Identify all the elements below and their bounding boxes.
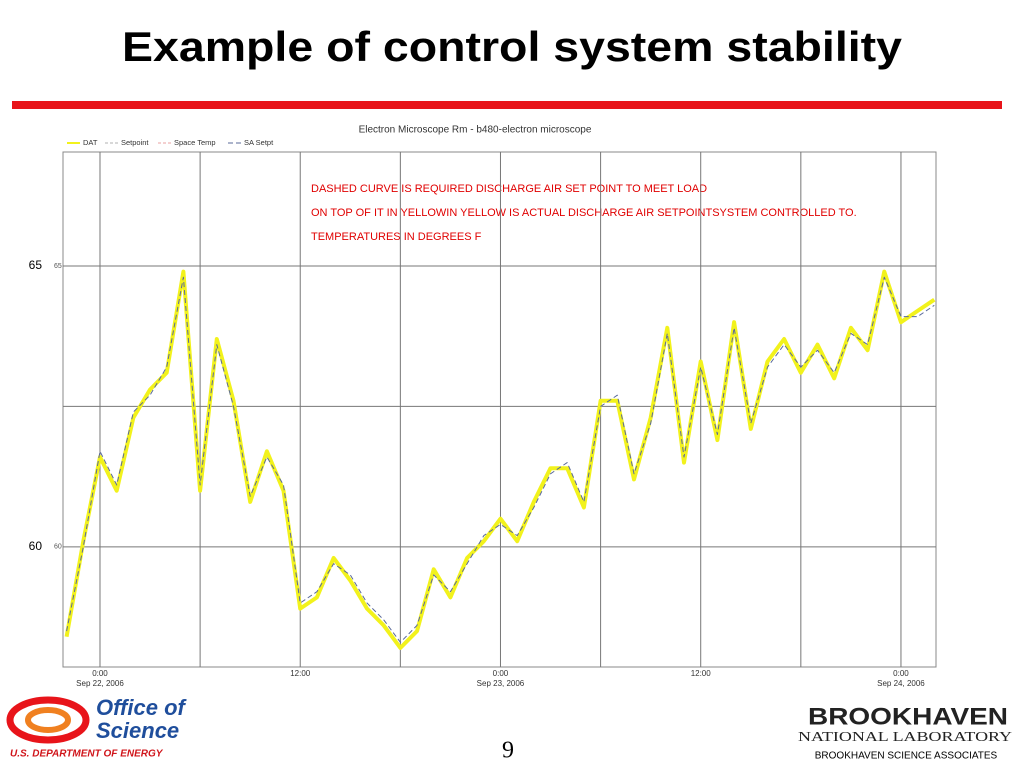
logo-text: U.S. DEPARTMENT OF ENERGY — [10, 749, 164, 760]
x-tick-label: 12:00 — [691, 669, 712, 678]
legend-label: SA Setpt — [244, 138, 274, 147]
y-tick-label: 60 — [29, 539, 43, 553]
logo-text: Office of — [96, 695, 188, 720]
title-rule — [12, 101, 1002, 109]
logo-swirl — [25, 707, 71, 733]
logo-text: BROOKHAVEN — [808, 703, 1008, 730]
logo-right: BROOKHAVEN NATIONAL LABORATORY BROOKHAVE… — [798, 703, 1012, 761]
annotation: TEMPERATURES IN DEGREES F — [311, 231, 482, 243]
annotation: DASHED CURVE IS REQUIRED DISCHARGE AIR S… — [311, 183, 707, 195]
y-tick-label-inner: 65 — [54, 263, 62, 270]
legend-label: DAT — [83, 138, 98, 147]
x-tick-date: Sep 24, 2006 — [877, 679, 925, 688]
legend-label: Space Temp — [174, 138, 216, 147]
x-tick-label: 0:00 — [493, 669, 509, 678]
annotation: ON TOP OF IT IN YELLOWIN YELLOW IS ACTUA… — [311, 207, 857, 219]
page-number: 9 — [502, 738, 514, 764]
chart-title: Electron Microscope Rm - b480-electron m… — [359, 125, 592, 136]
logo-swirl — [6, 696, 90, 744]
logo-text: Science — [96, 718, 179, 743]
legend-label: Setpoint — [121, 138, 149, 147]
x-tick-date: Sep 23, 2006 — [477, 679, 525, 688]
x-tick-label: 12:00 — [290, 669, 311, 678]
x-tick-label: 0:00 — [92, 669, 108, 678]
logo-text: BROOKHAVEN SCIENCE ASSOCIATES — [815, 751, 998, 762]
logo-text: NATIONAL LABORATORY — [798, 730, 1012, 745]
y-tick-label: 65 — [29, 258, 43, 272]
slide-title: Example of control system stability — [122, 23, 903, 70]
y-tick-label-inner: 60 — [54, 544, 62, 551]
x-tick-label: 0:00 — [893, 669, 909, 678]
x-tick-date: Sep 22, 2006 — [76, 679, 124, 688]
series-line — [66, 276, 935, 643]
logo-left: Office of Science U.S. DEPARTMENT OF ENE… — [6, 695, 188, 760]
